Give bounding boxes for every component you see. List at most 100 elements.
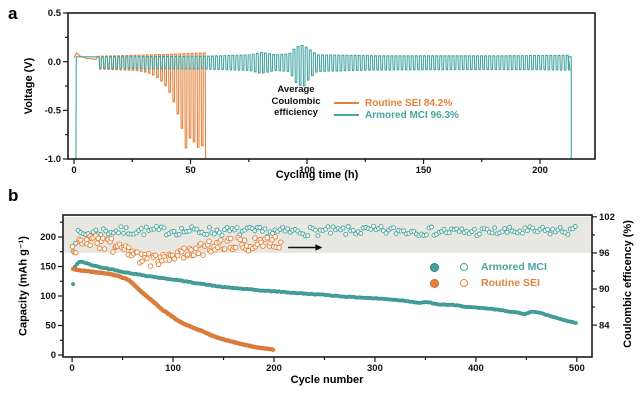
- armored-mci-capacity-dots: [71, 259, 578, 326]
- efficiency-dot: [312, 227, 318, 233]
- annotation-line-1: Average: [277, 84, 315, 95]
- efficiency-dot: [285, 226, 291, 232]
- efficiency-dot: [545, 227, 551, 233]
- panel-b-frame: [62, 214, 593, 358]
- panel-b-right-y-axis-title: Coulombic efficency (%): [622, 220, 634, 348]
- efficiency-dot: [264, 234, 271, 241]
- panel-a-frame: [67, 12, 596, 160]
- panel-a-plot: 0 50 100 150 200 0.5 0.0 -0.5 -1.0: [45, 8, 596, 176]
- efficiency-dot: [194, 226, 200, 232]
- panel-b-plot: 0 100 200 300 400 500 0 50 100 150 200 84 90 96 102: [40, 212, 615, 374]
- filled-circle-marker-icon: [430, 262, 439, 272]
- efficiency-dot: [507, 224, 513, 230]
- efficiency-band: [64, 216, 591, 253]
- efficiency-dot: [391, 225, 397, 231]
- efficiency-dot: [393, 231, 399, 237]
- legend-item-armored-mci: Armored MCI 96.3%: [334, 109, 459, 121]
- efficiency-dot: [152, 252, 159, 259]
- x-tick-label: 0: [71, 165, 76, 176]
- efficiency-dot: [328, 230, 333, 236]
- efficiency-dot: [272, 234, 279, 240]
- efficiency-dot: [161, 225, 167, 231]
- efficiency-dot: [504, 229, 510, 235]
- x-tick-label: 150: [416, 165, 432, 176]
- capacity-dot: [71, 282, 76, 287]
- efficiency-dot: [547, 231, 553, 237]
- efficiency-dot: [188, 247, 194, 253]
- efficiency-dot: [252, 228, 258, 234]
- efficiency-dot: [138, 226, 144, 232]
- efficiency-dot: [492, 225, 498, 231]
- efficiency-dot: [147, 263, 154, 269]
- left-y-tick-label: 0: [51, 350, 56, 361]
- efficiency-dot: [423, 232, 429, 238]
- efficiency-dot: [100, 235, 106, 241]
- efficiency-dot: [557, 225, 563, 231]
- efficiency-dot: [237, 236, 243, 243]
- efficiency-dot: [146, 250, 152, 257]
- efficiency-dot: [350, 227, 356, 233]
- y-tick-label: 0.0: [48, 57, 61, 68]
- efficiency-dot: [171, 256, 178, 262]
- legend-label: Armored MCI: [481, 261, 547, 273]
- efficiency-dot: [200, 252, 206, 258]
- efficiency-dot: [232, 244, 239, 251]
- efficiency-dot: [123, 225, 129, 231]
- efficiency-dot: [87, 242, 93, 248]
- x-tick-label: 0: [69, 363, 74, 374]
- efficiency-dot: [175, 252, 181, 259]
- efficiency-dot: [340, 225, 346, 231]
- efficiency-dot: [171, 228, 177, 234]
- legend-label: Routine SEI: [481, 277, 540, 289]
- x-tick-label: 50: [185, 165, 196, 176]
- efficiency-dot: [358, 230, 364, 236]
- efficiency-dot: [280, 224, 286, 230]
- legend-label: Routine SEI 84.2%: [365, 97, 453, 109]
- efficiency-dot: [459, 226, 465, 232]
- panel-b-ticks: [58, 216, 597, 362]
- efficiency-dot: [234, 225, 240, 231]
- efficiency-dot: [315, 233, 321, 239]
- legend-item-armored-mci: Armored MCI: [430, 261, 547, 273]
- efficiency-dot: [184, 251, 191, 258]
- efficiency-dot: [206, 238, 212, 244]
- right-axis-arrow: [288, 244, 323, 251]
- efficiency-dot: [179, 225, 185, 231]
- efficiency-dot: [529, 225, 535, 231]
- efficiency-dot: [565, 231, 571, 237]
- right-y-tick-label: 90: [599, 284, 610, 295]
- efficiency-dot: [262, 226, 268, 232]
- panel-a-legend: Routine SEI 84.2% Armored MCI 96.3%: [334, 97, 459, 121]
- efficiency-dot: [118, 224, 124, 230]
- routine-sei-efficiency-dots: [69, 232, 284, 269]
- panel-b-tick-labels: 0 100 200 300 400 500 0 50 100 150 200 84 90 96 102: [40, 212, 615, 374]
- efficiency-dot: [186, 228, 192, 234]
- efficiency-dot: [401, 228, 407, 234]
- left-y-tick-label: 200: [40, 232, 56, 243]
- legend-label: Armored MCI 96.3%: [365, 109, 459, 121]
- open-circle-marker-icon: [460, 279, 468, 287]
- efficiency-dot: [270, 230, 275, 236]
- efficiency-dot: [110, 249, 116, 255]
- efficiency-dot: [204, 231, 210, 237]
- efficiency-dot: [218, 237, 224, 243]
- efficiency-dot: [121, 230, 127, 236]
- efficiency-dot: [219, 232, 225, 238]
- left-y-tick-label: 50: [45, 321, 56, 332]
- legend-item-routine-sei: Routine SEI: [430, 277, 547, 289]
- efficiency-dot: [69, 243, 76, 250]
- efficiency-dot: [108, 235, 115, 242]
- efficiency-dot: [206, 224, 212, 230]
- efficiency-dot: [276, 245, 282, 251]
- efficiency-dot: [446, 230, 452, 236]
- armored-mci-efficiency-dots: [70, 223, 578, 254]
- efficiency-dot: [73, 249, 79, 256]
- efficiency-dot: [325, 224, 331, 230]
- efficiency-dot: [94, 240, 100, 246]
- efficiency-dot: [540, 224, 545, 230]
- efficiency-dot: [524, 228, 530, 234]
- efficiency-dot: [572, 224, 578, 229]
- efficiency-dot: [176, 231, 182, 237]
- efficiency-dot: [193, 245, 199, 251]
- left-y-tick-label: 150: [40, 262, 56, 273]
